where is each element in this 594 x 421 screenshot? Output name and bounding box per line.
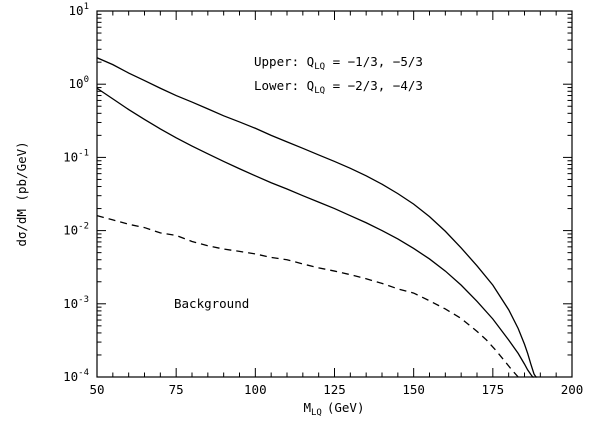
y-tick-label: 10-4 [63,368,89,384]
y-tick-label: 101 [69,2,89,18]
x-tick-label: 200 [561,382,584,397]
x-tick-label: 100 [244,382,267,397]
x-tick-label: 75 [169,382,184,397]
y-tick-label: 10-2 [63,222,89,238]
y-axis-label: dσ/dM (pb/GeV) [14,141,29,246]
series-2-line [96,87,534,378]
annotation-background: Background [174,296,249,311]
y-tick-label: 10-3 [63,295,89,311]
x-tick-label: 150 [402,382,425,397]
x-tick-label: 125 [323,382,346,397]
curves [96,57,538,378]
x-axis-ticks: 50 75 100 125 150 175 200 [89,11,583,397]
x-tick-label: 175 [482,382,505,397]
annotation-lower: Lower: QLQ = −2/3, −4/3 [254,78,423,96]
y-tick-label: 10-1 [63,148,89,164]
y-tick-label: 100 [69,75,89,91]
series-3-line [96,215,519,378]
y-axis-ticks: 101 100 10-1 10-2 10-3 10-4 [63,2,572,384]
x-axis-label: MLQ (GeV) [303,400,364,418]
x-tick-label: 50 [89,382,104,397]
annotation-upper: Upper: QLQ = −1/3, −5/3 [254,54,423,72]
series-1-line [96,57,538,378]
